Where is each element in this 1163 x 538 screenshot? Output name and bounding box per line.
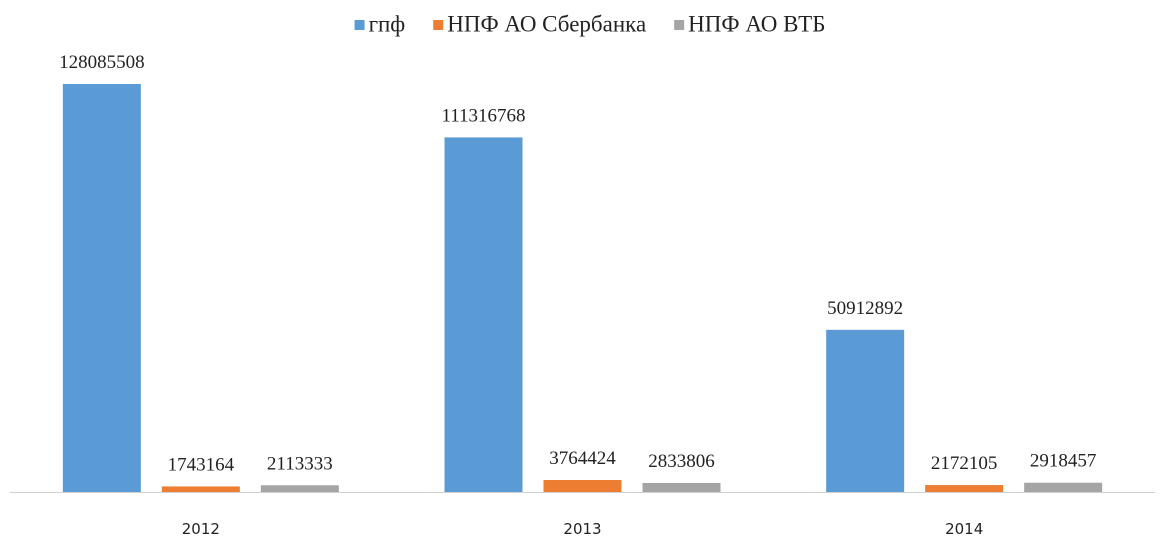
legend-swatch [354, 20, 365, 30]
bar [1024, 482, 1103, 492]
data-label: 2172105 [931, 453, 998, 474]
bar [444, 137, 523, 492]
bar [925, 485, 1004, 492]
data-label: 3764424 [549, 448, 616, 469]
legend-label: НПФ АО Сбербанка [447, 11, 646, 36]
data-label: 128085508 [59, 52, 145, 73]
data-label: 1743164 [168, 454, 235, 475]
bar [62, 84, 141, 492]
bar [826, 329, 905, 492]
bar [260, 485, 339, 492]
data-label: 2918457 [1030, 451, 1097, 472]
x-tick-label: 2013 [563, 520, 601, 538]
data-label: 2113333 [267, 453, 333, 474]
legend-label: гпф [369, 11, 406, 36]
legend-label: НПФ АО ВТБ [688, 11, 825, 36]
bar [642, 482, 721, 492]
bar [543, 480, 622, 492]
bar [161, 486, 240, 492]
data-label: 111316768 [441, 105, 525, 126]
x-tick-label: 2014 [945, 520, 983, 538]
data-label: 50912892 [827, 298, 903, 319]
legend-swatch [674, 20, 685, 30]
x-tick-label: 2012 [182, 520, 220, 538]
data-label: 2833806 [648, 451, 715, 472]
legend-swatch [433, 20, 444, 30]
